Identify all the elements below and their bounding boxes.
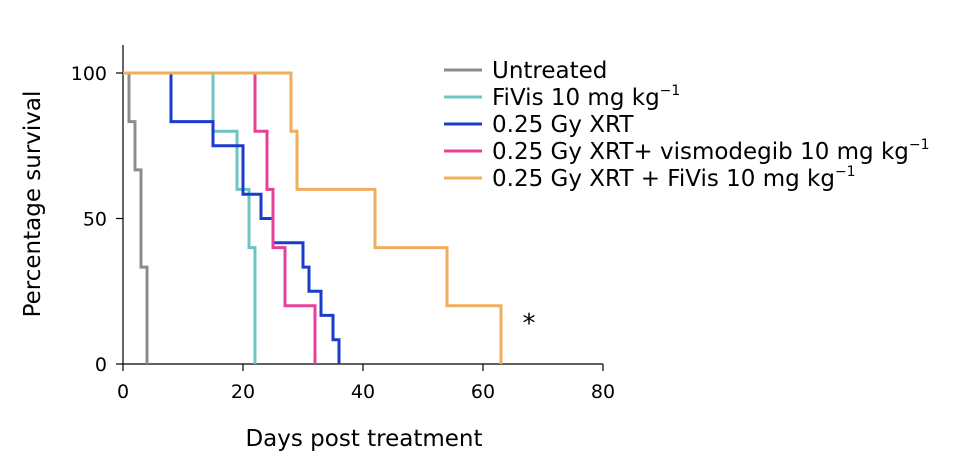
y-tick-label: 50 bbox=[83, 209, 107, 231]
legend-label-4: 0.25 Gy XRT + FiVis 10 mg kg−1 bbox=[492, 164, 856, 192]
legend-label-3: 0.25 Gy XRT+ vismodegib 10 mg kg−1 bbox=[492, 137, 930, 165]
legend-label-text: Untreated bbox=[492, 58, 607, 84]
legend-label-2: 0.25 Gy XRT bbox=[492, 112, 634, 138]
legend-label-0: Untreated bbox=[492, 58, 607, 84]
x-axis-title: Days post treatment bbox=[245, 426, 482, 452]
series-line-1 bbox=[123, 71, 257, 364]
series-line-0 bbox=[123, 71, 149, 364]
x-tick-label: 0 bbox=[117, 381, 129, 403]
y-tick-label: 100 bbox=[71, 63, 107, 85]
series-line-2 bbox=[123, 71, 341, 364]
legend-label-1: FiVis 10 mg kg−1 bbox=[492, 83, 680, 111]
y-tick-label: 0 bbox=[95, 354, 107, 376]
x-tick-label: 40 bbox=[351, 381, 375, 403]
ticks: 0 20 40 60 80 0 50 100 bbox=[71, 63, 615, 403]
series-line-3 bbox=[123, 71, 317, 364]
legend-label-superscript: −1 bbox=[660, 83, 681, 99]
legend-label-superscript: −1 bbox=[835, 164, 856, 180]
y-axis-title: Percentage survival bbox=[20, 91, 46, 318]
legend-label-text: 0.25 Gy XRT+ vismodegib 10 mg kg bbox=[492, 139, 909, 165]
legend-label-superscript: −1 bbox=[909, 137, 930, 153]
legend-label-text: 0.25 Gy XRT + FiVis 10 mg kg bbox=[492, 166, 835, 192]
series-line-4 bbox=[123, 71, 503, 364]
significance-asterisk: * bbox=[523, 309, 536, 339]
legend-label-text: 0.25 Gy XRT bbox=[492, 112, 634, 138]
x-tick-label: 60 bbox=[471, 381, 495, 403]
x-tick-label: 80 bbox=[591, 381, 615, 403]
x-tick-label: 20 bbox=[231, 381, 255, 403]
series-group bbox=[123, 71, 503, 364]
legend-label-text: FiVis 10 mg kg bbox=[492, 85, 660, 111]
